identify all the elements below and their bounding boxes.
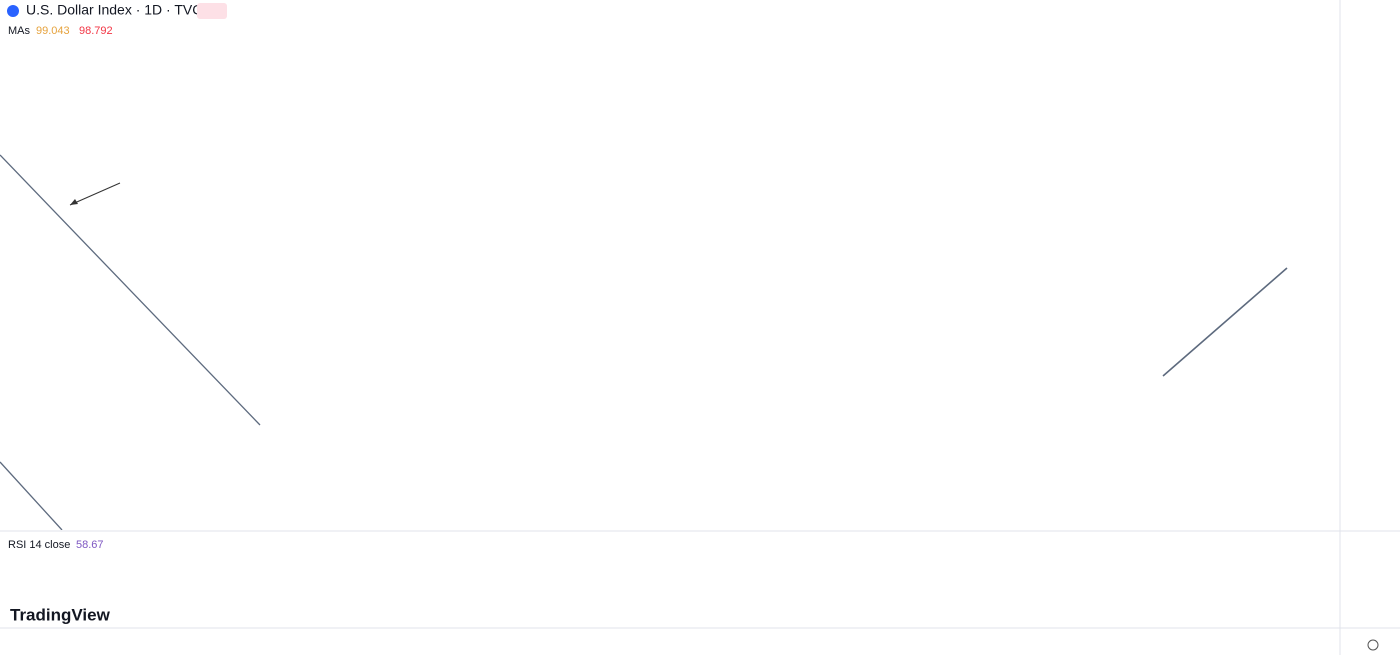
rsi-header-value: 58.67 (76, 539, 104, 551)
annotation-arrow (69, 182, 121, 206)
mas-label: MAs (8, 25, 31, 37)
symbol-icon (7, 5, 19, 17)
arrow-head (70, 199, 78, 205)
downtrend-line (0, 154, 261, 426)
symbol-title: U.S. Dollar Index · 1D · TVC (26, 2, 202, 18)
uptrend-line (1162, 267, 1288, 377)
header-button[interactable] (197, 3, 227, 19)
settings-icon[interactable] (1367, 639, 1379, 651)
rsi-label: RSI 14 close (8, 539, 70, 551)
ma50-value: 99.043 (36, 25, 70, 37)
brand: TradingView (10, 605, 111, 624)
downtrend-line-lower (0, 461, 63, 530)
ma200-value: 98.792 (79, 25, 113, 37)
